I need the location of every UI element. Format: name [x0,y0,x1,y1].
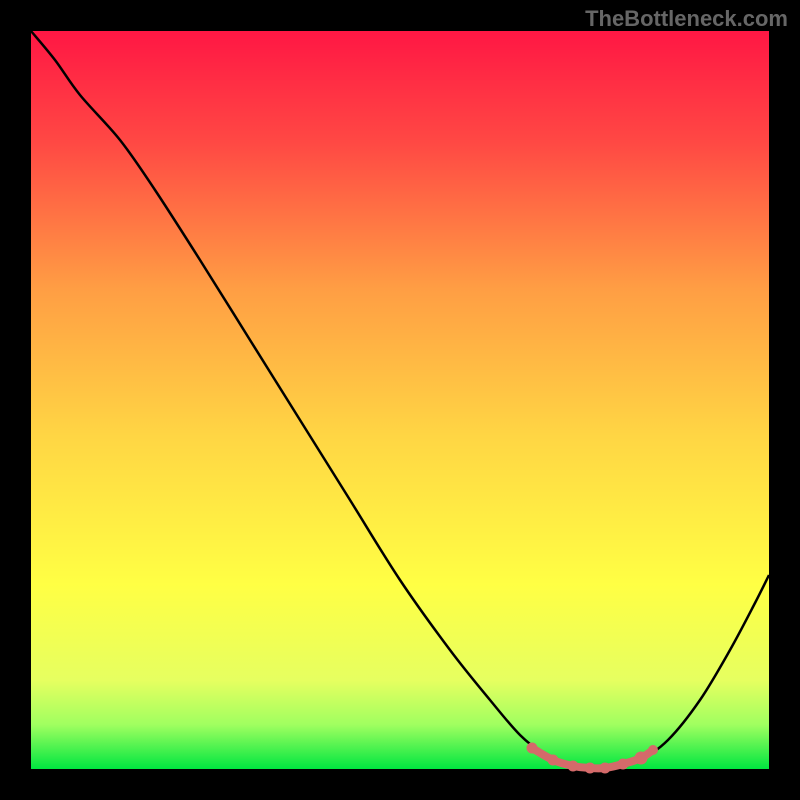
highlight-dot [585,763,596,774]
highlight-dot [527,743,538,754]
chart-svg [0,0,800,800]
bottleneck-chart: TheBottleneck.com [0,0,800,800]
highlight-dot [635,752,648,765]
highlight-dot [568,761,579,772]
highlight-dot [648,745,658,755]
highlight-dot [600,763,611,774]
chart-plot-area [31,31,769,769]
highlight-dot [618,759,629,770]
watermark-text: TheBottleneck.com [585,6,788,32]
highlight-dot [548,755,559,766]
